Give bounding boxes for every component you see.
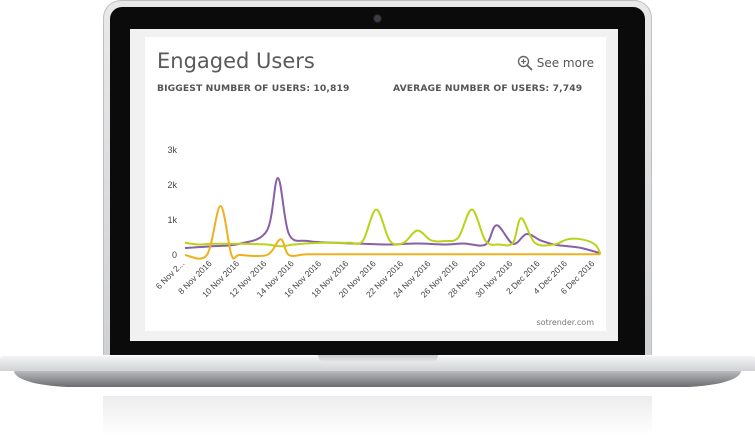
zoom-in-icon: [517, 55, 533, 71]
biggest-users-stat: BIGGEST NUMBER OF USERS: 10,819: [157, 83, 350, 94]
opening-notch: [318, 355, 438, 362]
laptop-base: [0, 355, 755, 395]
y-tick-label: 0: [172, 250, 177, 260]
see-more-label: See more: [536, 56, 594, 70]
series-line-1: [184, 176, 601, 255]
camera-icon: [374, 15, 381, 22]
base-bottom: [14, 371, 741, 387]
base-top: [0, 355, 755, 371]
y-tick-label: 2k: [167, 180, 177, 190]
see-more-button[interactable]: See more: [517, 55, 594, 71]
y-tick-label: 3k: [167, 145, 177, 155]
engaged-users-card: Engaged Users See more BIGGEST NUMBER OF…: [145, 37, 606, 331]
credit-text: sotrender.com: [536, 318, 595, 327]
series-line-2: [184, 208, 602, 255]
laptop-screen: Engaged Users See more BIGGEST NUMBER OF…: [130, 29, 618, 341]
series-line-3: [184, 205, 601, 260]
average-users-stat: AVERAGE NUMBER OF USERS: 7,749: [393, 83, 583, 94]
reflection: [103, 396, 652, 435]
card-title: Engaged Users: [157, 49, 315, 73]
y-tick-label: 1k: [167, 215, 177, 225]
